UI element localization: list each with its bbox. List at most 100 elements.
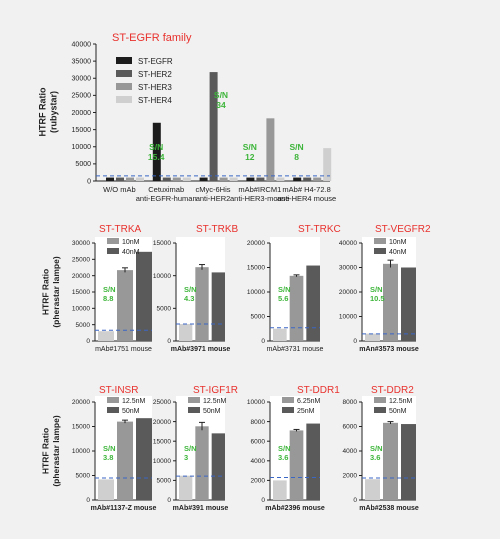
egfr-legend-swatch (116, 83, 132, 90)
ddr1-legend-swatch (282, 397, 294, 403)
insr-y-tick-label: 0 (86, 497, 90, 504)
egfr-y-label: HTRF Ratio (rubystar) (38, 87, 59, 136)
trka-y-tick-label: 5000 (76, 322, 91, 329)
igf1r-title: ST-IGF1R (193, 385, 238, 396)
insr-legend-swatch (107, 407, 119, 413)
ddr1-y-tick-label: 0 (261, 497, 265, 504)
trka-legend-label: 10nM (122, 239, 140, 246)
trka-y-label-line: (pherastar lampe) (51, 256, 61, 327)
trkb-y-tick-label: 0 (167, 338, 171, 345)
egfr-bar-st-her4 (276, 177, 285, 181)
trkc-title: ST-TRKC (298, 224, 341, 235)
ddr1-legend-label: 25nM (297, 408, 315, 415)
trka-legend-swatch (107, 238, 119, 244)
ddr2-sn-annotation: S/N (370, 444, 383, 453)
trka-bar (117, 270, 133, 341)
egfr-sn-annotation: S/N (243, 142, 257, 152)
trka-y-label-line: HTRF Ratio (41, 269, 51, 315)
ddr2-sn-annotation: 3.6 (370, 453, 380, 462)
egfr-legend-label: ST-HER2 (138, 70, 172, 79)
trkb-y-tick-label: 5000 (157, 306, 172, 313)
egfr-y-tick-label: 10000 (72, 144, 92, 151)
insr-legend-swatch (107, 397, 119, 403)
trkc-y-tick-label: 10000 (247, 289, 265, 296)
egfr-y-tick-label: 15000 (72, 127, 92, 134)
insr-bar (117, 421, 133, 500)
egfr-bar-st-her3 (172, 177, 181, 181)
igf1r-bar (211, 433, 225, 500)
egfr-bar-st-egfr (246, 177, 255, 181)
egfr-bar-st-her2 (303, 177, 312, 181)
ddr1-x-label: mAb#2396 mouse (265, 505, 325, 512)
trka-legend-label: 40nM (122, 249, 140, 256)
egfr-x-tick-label: mAb#IRCM1 (238, 185, 281, 194)
trka-y-tick-label: 10000 (72, 306, 90, 313)
trkb-bar (211, 272, 225, 341)
egfr-legend-swatch (116, 70, 132, 77)
ddr1-y-tick-label: 10000 (247, 399, 265, 406)
egfr-x-tick-label: W/O mAb (103, 185, 136, 194)
egfr-legend-swatch (116, 96, 132, 103)
insr-y-tick-label: 15000 (72, 424, 90, 431)
vegfr2-legend-label: 10nM (389, 239, 407, 246)
trka-bar (136, 251, 152, 341)
egfr-x-tick-label: anti-HER3-mouse (230, 194, 290, 203)
ddr2-y-tick-label: 2000 (343, 473, 358, 480)
igf1r-y-tick-label: 5000 (157, 478, 172, 485)
trka-y-tick-label: 0 (86, 338, 90, 345)
vegfr2-y-tick-label: 0 (353, 338, 357, 345)
trkc-sn-annotation: 5.6 (278, 294, 288, 303)
vegfr2-bar (401, 267, 416, 341)
insr-title: ST-INSR (99, 385, 138, 396)
egfr-bar-st-egfr (106, 177, 114, 181)
trka-bar (98, 331, 114, 341)
trkc-y-tick-label: 5000 (251, 314, 266, 321)
insr-bar (136, 418, 152, 500)
egfr-bar-st-her4 (182, 177, 191, 181)
trka-sn-annotation: 8.8 (103, 294, 113, 303)
ddr1-y-tick-label: 2000 (251, 478, 266, 485)
ddr2-legend-swatch (374, 397, 386, 403)
insr-sn-annotation: 3.8 (103, 453, 113, 462)
igf1r-bar (179, 475, 193, 500)
egfr-x-tick-label: cMyc-6His (196, 185, 231, 194)
vegfr2-x-label: mAn#3573 mouse (359, 346, 419, 353)
ddr2-title: ST-DDR2 (371, 385, 414, 396)
vegfr2-legend-swatch (374, 248, 386, 254)
egfr-bar-st-her2 (116, 177, 124, 181)
egfr-sn-annotation: 34 (216, 100, 226, 110)
trkc-y-tick-label: 20000 (247, 240, 265, 247)
ddr2-y-tick-label: 8000 (343, 399, 358, 406)
egfr-y-tick-label: 20000 (72, 110, 92, 117)
trkb-x-label: mAb#3971 mouse (171, 346, 231, 353)
egfr-legend-label: ST-HER3 (138, 83, 172, 92)
trkb-bar (195, 267, 209, 341)
trkb-y-tick-label: 15000 (153, 240, 171, 247)
egfr-bar-st-her2 (162, 177, 171, 181)
trka-legend-swatch (107, 248, 119, 254)
trka-title: ST-TRKA (99, 224, 142, 235)
igf1r-x-label: mAb#391 mouse (173, 505, 229, 512)
egfr-legend-label: ST-EGFR (138, 57, 173, 66)
egfr-bar-st-her4 (323, 148, 332, 181)
vegfr2-y-tick-label: 20000 (339, 289, 357, 296)
insr-y-label-line: HTRF Ratio (41, 428, 51, 474)
egfr-bar-st-her4 (229, 177, 238, 181)
insr-legend-label: 50nM (122, 408, 140, 415)
egfr-bar-st-her3 (219, 177, 228, 181)
egfr-sn-annotation: 12 (245, 152, 255, 162)
vegfr2-bar (383, 263, 398, 341)
ddr1-sn-annotation: S/N (278, 444, 291, 453)
ddr1-bar (289, 430, 304, 500)
vegfr2-legend-label: 40nM (389, 249, 407, 256)
trkc-x-label: mAb#3731 mouse (267, 346, 324, 353)
egfr-sn-annotation: S/N (214, 90, 228, 100)
egfr-bar-st-her4 (136, 177, 144, 181)
trka-y-tick-label: 15000 (72, 289, 90, 296)
egfr-legend-swatch (116, 57, 132, 64)
ddr1-bar (306, 423, 320, 500)
igf1r-y-tick-label: 0 (167, 497, 171, 504)
vegfr2-sn-annotation: 10.5 (370, 294, 385, 303)
ddr1-sn-annotation: 3.6 (278, 453, 288, 462)
